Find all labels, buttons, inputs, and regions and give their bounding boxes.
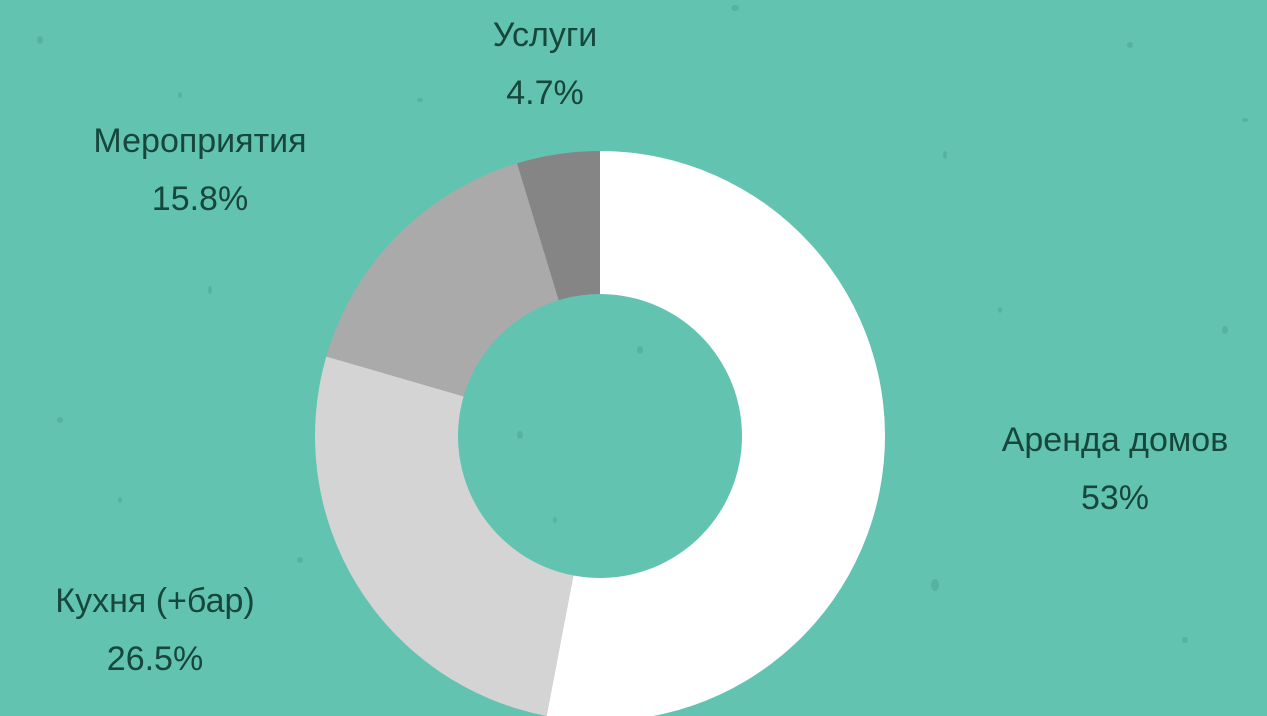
donut-slice <box>517 151 600 301</box>
slice-category-label: Услуги <box>493 16 598 54</box>
background-speckles <box>37 5 1248 643</box>
slice-category-label: Мероприятия <box>93 122 306 160</box>
donut-slice <box>546 151 885 716</box>
slice-value-label: 53% <box>1081 479 1149 517</box>
slice-category-label: Кухня (+бар) <box>55 582 254 620</box>
slice-value-label: 4.7% <box>506 74 584 112</box>
slice-value-label: 26.5% <box>107 640 203 678</box>
slice-category-label: Аренда домов <box>1002 421 1229 459</box>
slice-value-label: 15.8% <box>152 180 248 218</box>
donut-slice <box>326 163 559 397</box>
donut-slice <box>314 356 574 716</box>
